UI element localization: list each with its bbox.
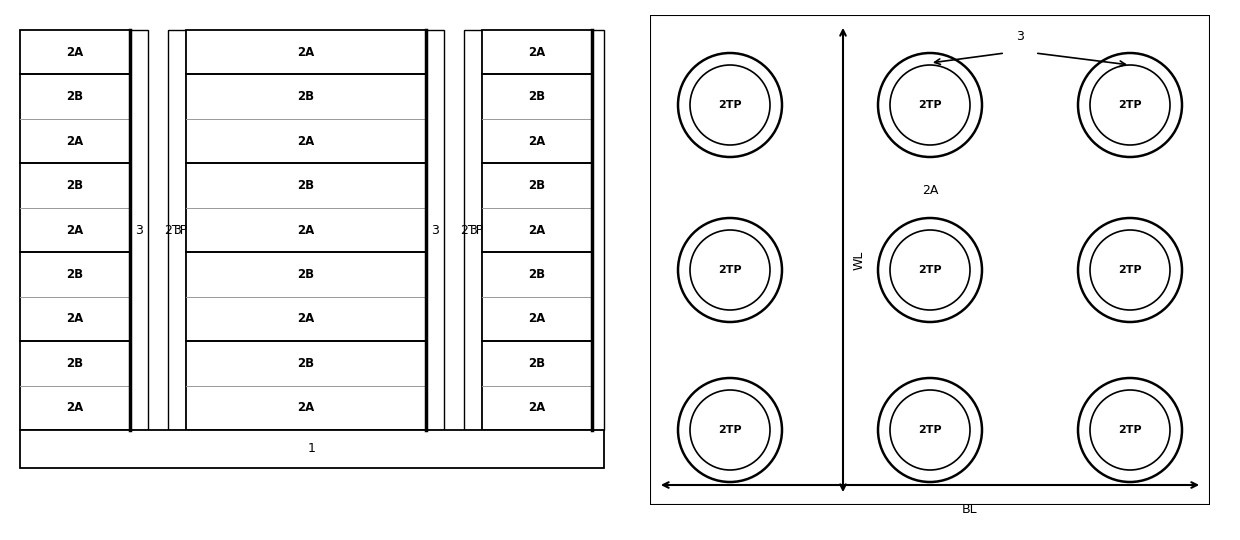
Text: 2A: 2A <box>528 46 546 59</box>
Text: 2TP: 2TP <box>460 224 484 237</box>
Bar <box>130 30 148 430</box>
Text: 2B: 2B <box>67 357 83 370</box>
Text: 3: 3 <box>469 224 477 237</box>
Text: 2A: 2A <box>528 134 546 147</box>
Text: 2B: 2B <box>67 90 83 103</box>
Text: 2TP: 2TP <box>918 100 942 110</box>
Text: 1: 1 <box>308 442 316 456</box>
Text: 2B: 2B <box>67 179 83 192</box>
Text: 2A: 2A <box>67 224 83 237</box>
Text: 2A: 2A <box>298 312 315 326</box>
Bar <box>20 30 130 430</box>
Text: 2B: 2B <box>528 268 546 281</box>
Text: 3: 3 <box>432 224 439 237</box>
Text: 2TP: 2TP <box>918 265 942 275</box>
Text: 2TP: 2TP <box>1118 100 1142 110</box>
Text: 2TP: 2TP <box>718 265 742 275</box>
Text: 2B: 2B <box>528 179 546 192</box>
Text: 2B: 2B <box>528 90 546 103</box>
Text: BL: BL <box>962 503 978 516</box>
Text: 2A: 2A <box>298 46 315 59</box>
Text: WL: WL <box>853 251 866 269</box>
Bar <box>20 430 604 468</box>
Text: 2B: 2B <box>298 179 315 192</box>
Text: 2A: 2A <box>67 312 83 326</box>
Text: 2TP: 2TP <box>165 224 187 237</box>
Text: 2A: 2A <box>298 401 315 414</box>
Text: 2A: 2A <box>298 134 315 147</box>
Bar <box>427 30 444 430</box>
Text: 3: 3 <box>1016 30 1024 44</box>
Text: 2A: 2A <box>67 401 83 414</box>
Bar <box>482 30 591 430</box>
Text: 2B: 2B <box>298 268 315 281</box>
Text: 2B: 2B <box>298 90 315 103</box>
Text: 2TP: 2TP <box>718 100 742 110</box>
Text: 2TP: 2TP <box>718 425 742 435</box>
Text: 2TP: 2TP <box>918 425 942 435</box>
Text: 2TP: 2TP <box>1118 425 1142 435</box>
Text: 2A: 2A <box>528 224 546 237</box>
Text: 3: 3 <box>174 224 181 237</box>
Text: 2TP: 2TP <box>1118 265 1142 275</box>
Text: 2A: 2A <box>67 46 83 59</box>
Text: 3: 3 <box>135 224 143 237</box>
Text: 2A: 2A <box>921 184 939 197</box>
Text: 2A: 2A <box>528 312 546 326</box>
Text: 2B: 2B <box>528 357 546 370</box>
Bar <box>167 30 186 430</box>
Text: 2B: 2B <box>67 268 83 281</box>
Bar <box>464 30 482 430</box>
Text: 2A: 2A <box>528 401 546 414</box>
Text: 2A: 2A <box>67 134 83 147</box>
Text: 2B: 2B <box>298 357 315 370</box>
Text: 2A: 2A <box>298 224 315 237</box>
Bar <box>591 30 604 430</box>
Bar <box>186 30 427 430</box>
